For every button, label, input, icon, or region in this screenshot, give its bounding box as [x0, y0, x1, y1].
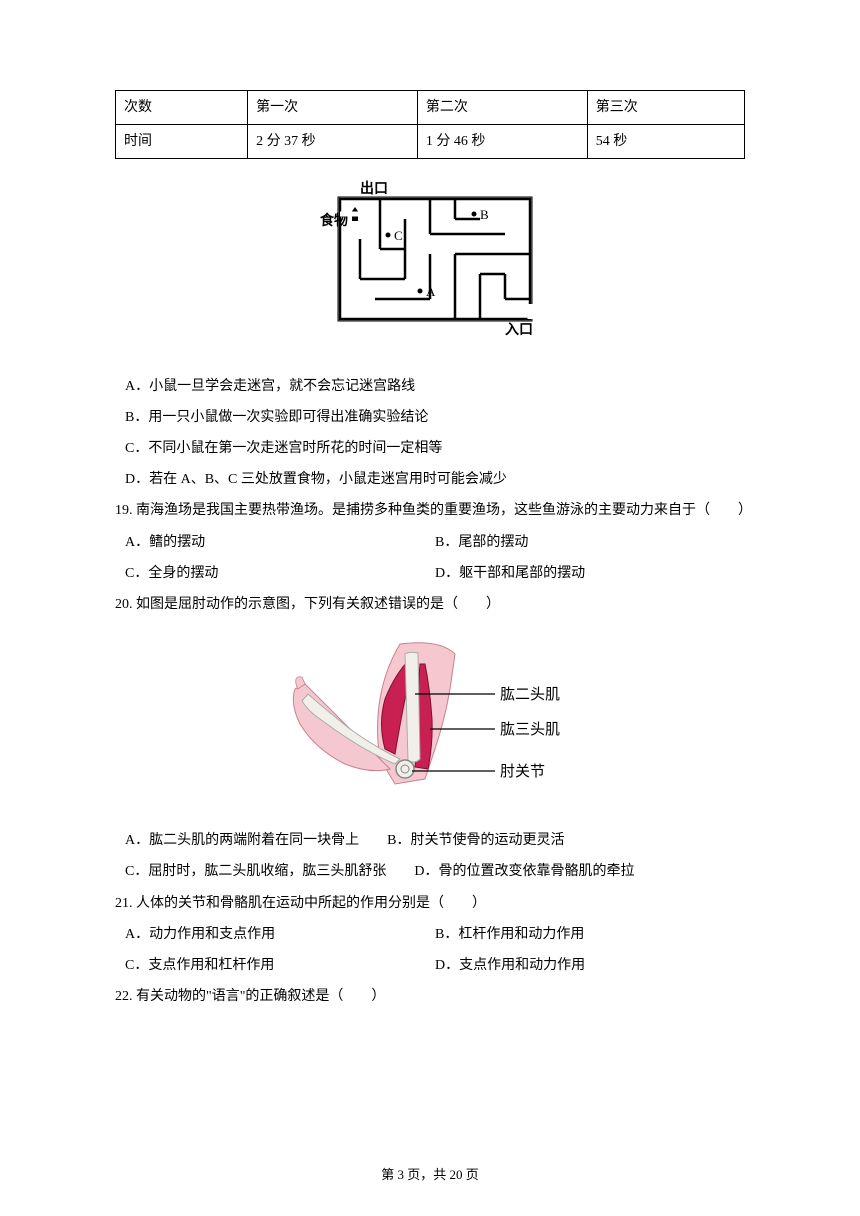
q21-option-d: D．支点作用和动力作用 — [435, 953, 745, 978]
option-c: C．不同小鼠在第一次走迷宫时所花的时间一定相等 — [125, 436, 745, 461]
q20-option-c: C．屈肘时，肱二头肌收缩，肱三头肌舒张 — [125, 864, 386, 879]
triceps-label: 肱三头肌 — [500, 721, 560, 738]
q19-option-d: D．躯干部和尾部的摆动 — [435, 561, 745, 586]
q19-option-b: B．尾部的摆动 — [435, 530, 745, 555]
elbow-label: 肘关节 — [500, 763, 545, 780]
option-d: D．若在 A、B、C 三处放置食物，小鼠走迷宫用时可能会减少 — [125, 467, 745, 492]
question-22: 22. 有关动物的"语言"的正确叙述是（ ） — [115, 984, 745, 1009]
maze-diagram: 出口 食物 入口 B C A — [115, 179, 745, 353]
table-cell: 第一次 — [248, 91, 418, 125]
table-cell: 54 秒 — [587, 125, 744, 159]
q21-option-c: C．支点作用和杠杆作用 — [125, 953, 435, 978]
option-a: A．小鼠一旦学会走迷宫，就不会忘记迷宫路线 — [125, 374, 745, 399]
question-21: 21. 人体的关节和骨骼肌在运动中所起的作用分别是（ ） — [115, 891, 745, 916]
maze-point-c: C — [394, 228, 403, 243]
biceps-label: 肱二头肌 — [500, 686, 560, 703]
q20-option-a: A．肱二头肌的两端附着在同一块骨上 — [125, 833, 359, 848]
arm-diagram: 肱二头肌 肱三头肌 肘关节 — [115, 629, 745, 808]
table-cell: 2 分 37 秒 — [248, 125, 418, 159]
q19-option-a: A．鳍的摆动 — [125, 530, 435, 555]
table-cell: 次数 — [116, 91, 248, 125]
q21-option-a: A．动力作用和支点作用 — [125, 922, 435, 947]
maze-entrance-label: 入口 — [505, 322, 533, 338]
q19-option-c: C．全身的摆动 — [125, 561, 435, 586]
q20-option-b: B．肘关节使骨的运动更灵活 — [387, 833, 564, 848]
question-19: 19. 南海渔场是我国主要热带渔场。是捕捞多种鱼类的重要渔场，这些鱼游泳的主要动… — [115, 498, 745, 523]
maze-point-a: A — [426, 284, 436, 299]
elbow-joint — [396, 760, 414, 778]
table-cell: 时间 — [116, 125, 248, 159]
page-footer: 第 3 页，共 20 页 — [0, 1163, 860, 1186]
q21-option-b: B．杠杆作用和动力作用 — [435, 922, 745, 947]
maze-exit-label: 出口 — [360, 180, 388, 197]
maze-point-b: B — [480, 207, 489, 222]
table-cell: 第三次 — [587, 91, 744, 125]
table-cell: 第二次 — [417, 91, 587, 125]
question-20: 20. 如图是屈肘动作的示意图，下列有关叙述错误的是（ ） — [115, 592, 745, 617]
q20-option-row1: A．肱二头肌的两端附着在同一块骨上 B．肘关节使骨的运动更灵活 — [125, 828, 745, 853]
data-table: 次数 第一次 第二次 第三次 时间 2 分 37 秒 1 分 46 秒 54 秒 — [115, 90, 745, 159]
q20-option-row2: C．屈肘时，肱二头肌收缩，肱三头肌舒张 D．骨的位置改变依靠骨骼肌的牵拉 — [125, 859, 745, 884]
table-cell: 1 分 46 秒 — [417, 125, 587, 159]
option-b: B．用一只小鼠做一次实验即可得出准确实验结论 — [125, 405, 745, 430]
q20-option-d: D．骨的位置改变依靠骨骼肌的牵拉 — [414, 864, 634, 879]
